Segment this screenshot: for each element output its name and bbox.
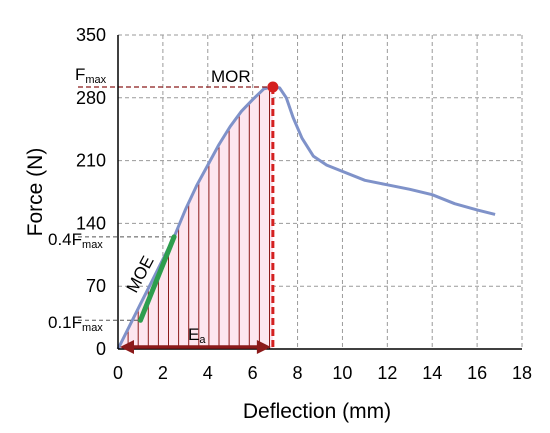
x-tick-label: 0 <box>113 363 123 383</box>
ea-arrow-head-right <box>256 340 271 354</box>
x-tick-label: 6 <box>248 363 258 383</box>
x-tick-label: 16 <box>467 363 487 383</box>
grid <box>118 34 523 349</box>
moe-line <box>137 234 177 323</box>
f01-label: 0.1Fmax <box>48 313 103 334</box>
y-axis-title: Force (N) <box>24 148 47 237</box>
f04-label: 0.4Fmax <box>48 230 103 251</box>
y-tick-label: 210 <box>76 151 106 171</box>
x-tick-label: 8 <box>293 363 303 383</box>
guide-lines <box>78 86 275 349</box>
x-tick-label: 2 <box>158 363 168 383</box>
x-tick-label: 18 <box>512 363 532 383</box>
y-tick-label: 280 <box>76 88 106 108</box>
y-tick-label: 0 <box>96 339 106 359</box>
y-tick-label: 350 <box>76 25 106 45</box>
x-tick-label: 4 <box>203 363 213 383</box>
mor-point <box>267 81 279 93</box>
tick-labels: 0 2 4 6 8 10 12 14 16 18 0 70 140 210 280 350 <box>76 25 532 383</box>
x-axis-title: Deflection (mm) <box>243 400 391 423</box>
x-tick-label: 10 <box>332 363 352 383</box>
y-tick-label: 70 <box>86 276 106 296</box>
ea-arrow-head-left <box>120 340 134 354</box>
ea-label: Ea <box>188 325 206 346</box>
x-tick-label: 12 <box>377 363 397 383</box>
y-tick-label: 140 <box>76 213 106 233</box>
fmax-label: Fmax <box>75 65 107 86</box>
x-tick-label: 14 <box>422 363 442 383</box>
energy-hatch <box>118 87 273 349</box>
axes <box>117 35 522 350</box>
mor-label: MOR <box>211 67 251 86</box>
